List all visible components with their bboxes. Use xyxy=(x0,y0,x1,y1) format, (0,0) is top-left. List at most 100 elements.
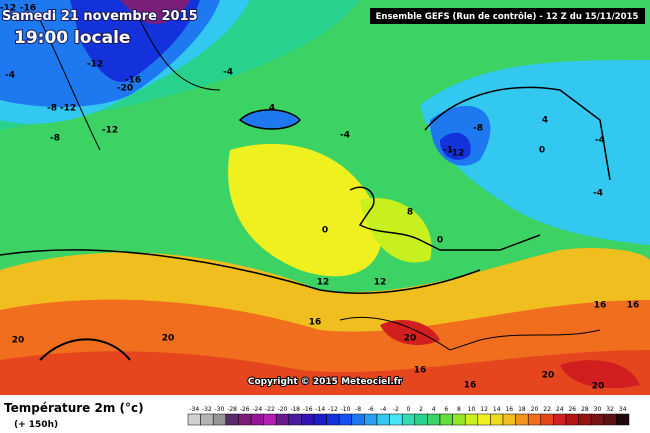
scale-label: -26 xyxy=(240,406,250,413)
scale-swatch xyxy=(200,413,214,426)
isoline-label: 16 xyxy=(464,381,477,391)
isoline-label: -12 xyxy=(102,126,118,136)
scale-label: 18 xyxy=(518,406,526,413)
isoline-label: 20 xyxy=(404,334,417,344)
isoline-label: -8 xyxy=(47,104,57,114)
scale-swatch xyxy=(288,413,302,426)
isoline-label: -4 xyxy=(340,131,350,141)
scale-swatch xyxy=(616,413,630,426)
isoline-label: -12 xyxy=(60,104,76,114)
scale-swatch xyxy=(364,413,378,426)
isoline-label: 0 xyxy=(437,236,443,246)
scale-label: 14 xyxy=(493,406,501,413)
scale-swatch xyxy=(326,413,340,426)
isoline-label: -16 xyxy=(20,4,36,14)
scale-swatch xyxy=(238,413,252,426)
scale-swatch xyxy=(427,413,441,426)
isoline-label: -4 xyxy=(593,189,603,199)
scale-label: 4 xyxy=(432,406,436,413)
scale-swatch xyxy=(439,413,453,426)
scale-label: 0 xyxy=(407,406,411,413)
map-background xyxy=(0,0,650,395)
isoline-label: 12 xyxy=(452,149,465,159)
scale-swatch xyxy=(578,413,592,426)
scale-label: 10 xyxy=(468,406,476,413)
scale-swatch xyxy=(565,413,579,426)
scale-label: 6 xyxy=(444,406,448,413)
isoline-label: 20 xyxy=(12,336,25,346)
scale-swatch xyxy=(389,413,403,426)
isoline-label: 8 xyxy=(407,208,413,218)
scale-label: 20 xyxy=(531,406,539,413)
scale-swatch xyxy=(490,413,504,426)
scale-swatch xyxy=(212,413,227,426)
scale-label: -28 xyxy=(227,406,237,413)
run-box xyxy=(370,8,645,24)
scale-swatch xyxy=(540,413,554,426)
scale-swatch xyxy=(477,413,491,426)
scale-swatch xyxy=(515,413,529,426)
scale-label: 34 xyxy=(619,406,627,413)
scale-label: -32 xyxy=(202,406,212,413)
isoline-label: -12 xyxy=(0,4,16,14)
isoline-label: -16 xyxy=(125,76,141,86)
scale-label: -2 xyxy=(393,406,399,413)
scale-swatch xyxy=(351,413,365,426)
run-info: Ensemble GEFS (Run de contrôle) - 12 Z d… xyxy=(376,11,639,22)
scale-swatch xyxy=(250,413,264,426)
scale-swatch xyxy=(187,413,201,426)
scale-label: 28 xyxy=(581,406,589,413)
legend-title: Température 2m (°c) xyxy=(4,401,144,415)
isoline-label: 16 xyxy=(414,366,427,376)
scale-label: 32 xyxy=(606,406,614,413)
scale-label: 30 xyxy=(594,406,602,413)
scale-label: -10 xyxy=(341,406,351,413)
scale-label: 22 xyxy=(543,406,551,413)
isoline-label: -1 xyxy=(443,146,453,156)
scale-label: -8 xyxy=(355,406,361,413)
copyright: Copyright © 2015 Meteociel.fr xyxy=(248,377,403,387)
scale-label: 26 xyxy=(568,406,576,413)
scale-swatch xyxy=(376,413,390,426)
scale-label: -16 xyxy=(303,406,313,413)
scale-label: 8 xyxy=(457,406,461,413)
scale-swatch xyxy=(452,413,466,426)
scale-label: -30 xyxy=(215,406,225,413)
isoline-label: -4 xyxy=(5,71,15,81)
isoline-label: -4 xyxy=(223,68,233,78)
isoline-label: -12 xyxy=(87,60,103,70)
scale-swatch xyxy=(527,413,542,426)
scale-swatch xyxy=(414,413,428,426)
isoline-label: 16 xyxy=(309,318,322,328)
scale-label: -14 xyxy=(315,406,325,413)
date: Samedi 21 novembre 2015 xyxy=(2,9,198,24)
isoline-label: 20 xyxy=(542,371,555,381)
scale-label: -34 xyxy=(189,406,199,413)
scale-swatch xyxy=(338,413,353,426)
isoline-label: -8 xyxy=(50,134,60,144)
isoline-label: 20 xyxy=(592,382,605,392)
scale-swatch xyxy=(275,413,290,426)
scale-swatch xyxy=(553,413,567,426)
isoline-labels: -12 -16-12-20-16-12-8 -12-4-8-4-4-8-112 04-… xyxy=(0,4,639,392)
scale-swatch xyxy=(464,413,479,426)
isoline-label: -8 xyxy=(473,124,483,134)
color-scale: -34 -32 -30 -28 -26 -24 -22 -20 -18 -16 -14 -12 -10-… xyxy=(187,406,630,426)
scale-swatch xyxy=(313,413,327,426)
scale-swatch xyxy=(401,413,416,426)
scale-swatch xyxy=(225,413,239,426)
scale-label: -20 xyxy=(278,406,288,413)
scale-label: -6 xyxy=(368,406,374,413)
isoline-label: 20 xyxy=(162,334,175,344)
scale-label: -22 xyxy=(265,406,275,413)
isoline-label: 12 xyxy=(374,278,387,288)
scale-swatch xyxy=(502,413,516,426)
scale-label: -24 xyxy=(252,406,262,413)
scale-label: 12 xyxy=(480,406,488,413)
scale-label: 24 xyxy=(556,406,564,413)
scale-swatch xyxy=(590,413,605,426)
scale-label: 16 xyxy=(505,406,513,413)
isoline-label: -4 xyxy=(595,136,605,146)
isoline-label: 12 xyxy=(317,278,330,288)
